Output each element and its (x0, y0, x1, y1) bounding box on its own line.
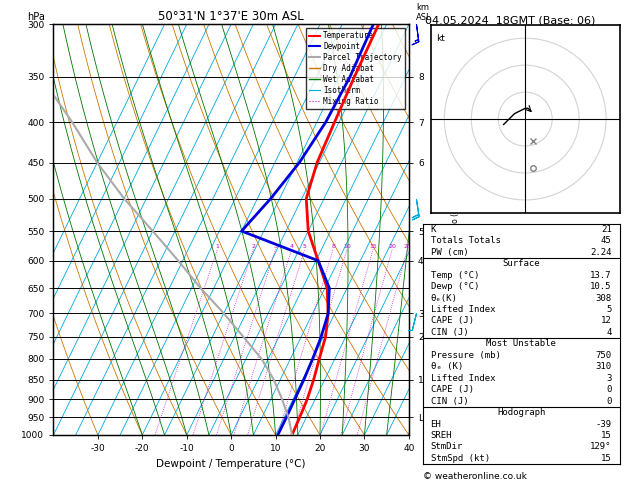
Text: θₑ (K): θₑ (K) (431, 362, 463, 371)
Text: PW (cm): PW (cm) (431, 248, 468, 257)
Text: StmDir: StmDir (431, 442, 463, 451)
Text: 13.7: 13.7 (590, 271, 611, 279)
Text: 310: 310 (596, 362, 611, 371)
Text: 129°: 129° (590, 442, 611, 451)
Text: 1: 1 (216, 244, 220, 249)
Text: Totals Totals: Totals Totals (431, 236, 501, 245)
Text: 0: 0 (606, 385, 611, 394)
Text: 20: 20 (388, 244, 396, 249)
Text: 4: 4 (606, 328, 611, 337)
Text: EH: EH (431, 419, 442, 429)
Text: Surface: Surface (503, 259, 540, 268)
Text: 10: 10 (343, 244, 351, 249)
Text: Pressure (mb): Pressure (mb) (431, 351, 501, 360)
Text: 750: 750 (596, 351, 611, 360)
Text: 308: 308 (596, 294, 611, 302)
Text: CIN (J): CIN (J) (431, 328, 468, 337)
X-axis label: Dewpoint / Temperature (°C): Dewpoint / Temperature (°C) (157, 459, 306, 469)
Text: Most Unstable: Most Unstable (486, 339, 556, 348)
Text: SREH: SREH (431, 431, 452, 440)
Text: K: K (431, 225, 436, 234)
Text: 2: 2 (252, 244, 255, 249)
Text: 12: 12 (601, 316, 611, 326)
Text: hPa: hPa (27, 12, 45, 22)
Text: 5: 5 (606, 305, 611, 314)
Text: © weatheronline.co.uk: © weatheronline.co.uk (423, 472, 526, 481)
Text: Lifted Index: Lifted Index (431, 374, 495, 382)
Text: 3: 3 (274, 244, 277, 249)
Text: 15: 15 (369, 244, 377, 249)
Text: Hodograph: Hodograph (497, 408, 545, 417)
Text: kt: kt (437, 34, 445, 43)
Text: 2.24: 2.24 (590, 248, 611, 257)
Title: 50°31'N 1°37'E 30m ASL: 50°31'N 1°37'E 30m ASL (159, 10, 304, 23)
Text: 0: 0 (606, 397, 611, 406)
Legend: Temperature, Dewpoint, Parcel Trajectory, Dry Adiabat, Wet Adiabat, Isotherm, Mi: Temperature, Dewpoint, Parcel Trajectory… (306, 28, 405, 109)
Text: 8: 8 (331, 244, 335, 249)
Text: 45: 45 (601, 236, 611, 245)
Text: 5: 5 (303, 244, 307, 249)
Text: 21: 21 (601, 225, 611, 234)
Text: 4: 4 (290, 244, 294, 249)
Text: 15: 15 (601, 454, 611, 463)
Text: 3: 3 (606, 374, 611, 382)
Text: StmSpd (kt): StmSpd (kt) (431, 454, 490, 463)
Text: θₑ(K): θₑ(K) (431, 294, 457, 302)
Text: 10.5: 10.5 (590, 282, 611, 291)
Text: -39: -39 (596, 419, 611, 429)
Text: Lifted Index: Lifted Index (431, 305, 495, 314)
Text: 25: 25 (404, 244, 411, 249)
Text: CAPE (J): CAPE (J) (431, 316, 474, 326)
Text: Dewp (°C): Dewp (°C) (431, 282, 479, 291)
Text: CIN (J): CIN (J) (431, 397, 468, 406)
Text: CAPE (J): CAPE (J) (431, 385, 474, 394)
Text: Temp (°C): Temp (°C) (431, 271, 479, 279)
Text: km
ASL: km ASL (416, 3, 431, 22)
Text: 15: 15 (601, 431, 611, 440)
Text: Mixing Ratio (g/kg): Mixing Ratio (g/kg) (452, 193, 460, 266)
Text: 04.05.2024  18GMT (Base: 06): 04.05.2024 18GMT (Base: 06) (425, 16, 595, 26)
